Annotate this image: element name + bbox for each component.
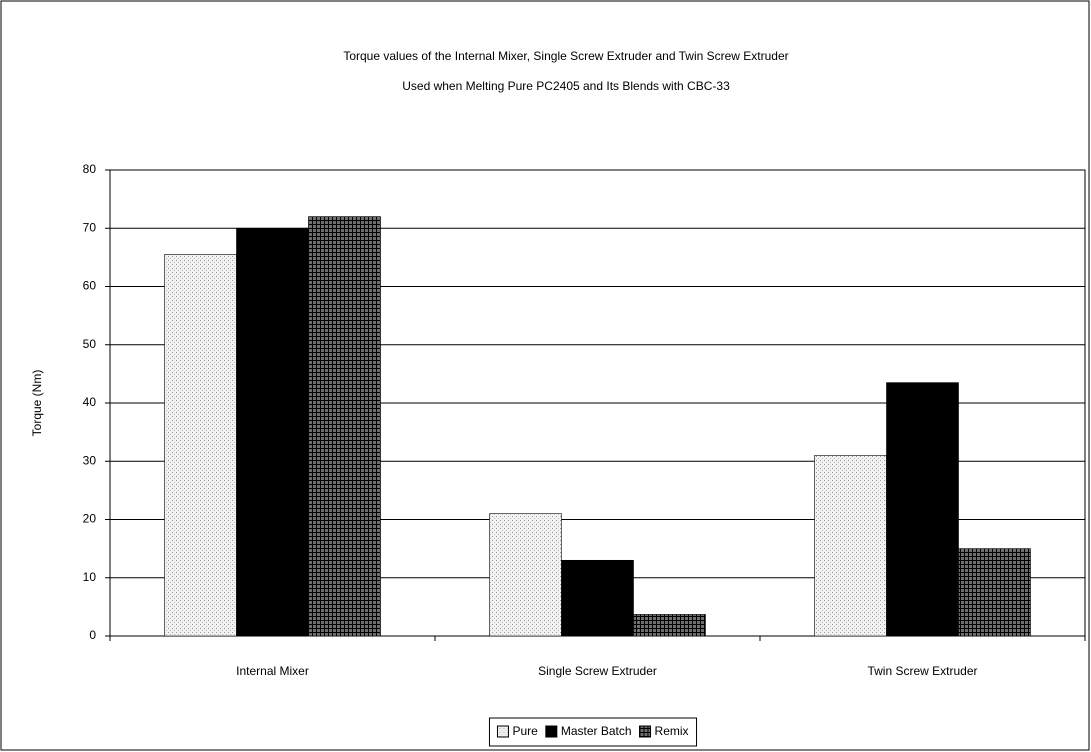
y-tick-label: 80 [83, 162, 97, 176]
chart-subtitle: Used when Melting Pure PC2405 and Its Bl… [402, 79, 730, 93]
y-tick-label: 70 [83, 220, 97, 234]
y-tick-label: 30 [83, 453, 97, 467]
y-tick-label: 50 [83, 337, 97, 351]
y-tick-label: 60 [83, 279, 97, 293]
legend-swatch [639, 725, 652, 738]
y-tick-label: 40 [83, 395, 97, 409]
legend-swatch [496, 725, 509, 738]
legend: Pure Master Batch Remix [488, 717, 698, 747]
legend-label: Remix [655, 724, 689, 738]
legend-label: Pure [512, 724, 538, 738]
bar [633, 614, 706, 637]
legend-swatch [545, 725, 558, 738]
x-tick-label: Single Screw Extruder [538, 664, 657, 678]
x-tick-label: Internal Mixer [236, 664, 309, 678]
bar [958, 548, 1031, 637]
y-tick-label: 20 [83, 512, 97, 526]
bar [886, 382, 959, 637]
bar [308, 216, 381, 637]
bar [236, 227, 309, 637]
y-tick-label: 0 [89, 628, 96, 642]
chart-title: Torque values of the Internal Mixer, Sin… [343, 49, 788, 63]
bar [561, 559, 634, 637]
bar [164, 254, 237, 637]
bar [814, 455, 887, 637]
legend-label: Master Batch [561, 724, 632, 738]
x-tick-label: Twin Screw Extruder [867, 664, 977, 678]
y-tick-label: 10 [83, 570, 97, 584]
y-axis-label: Torque (Nm) [30, 370, 44, 437]
legend-box [488, 717, 698, 747]
bar [489, 513, 562, 637]
